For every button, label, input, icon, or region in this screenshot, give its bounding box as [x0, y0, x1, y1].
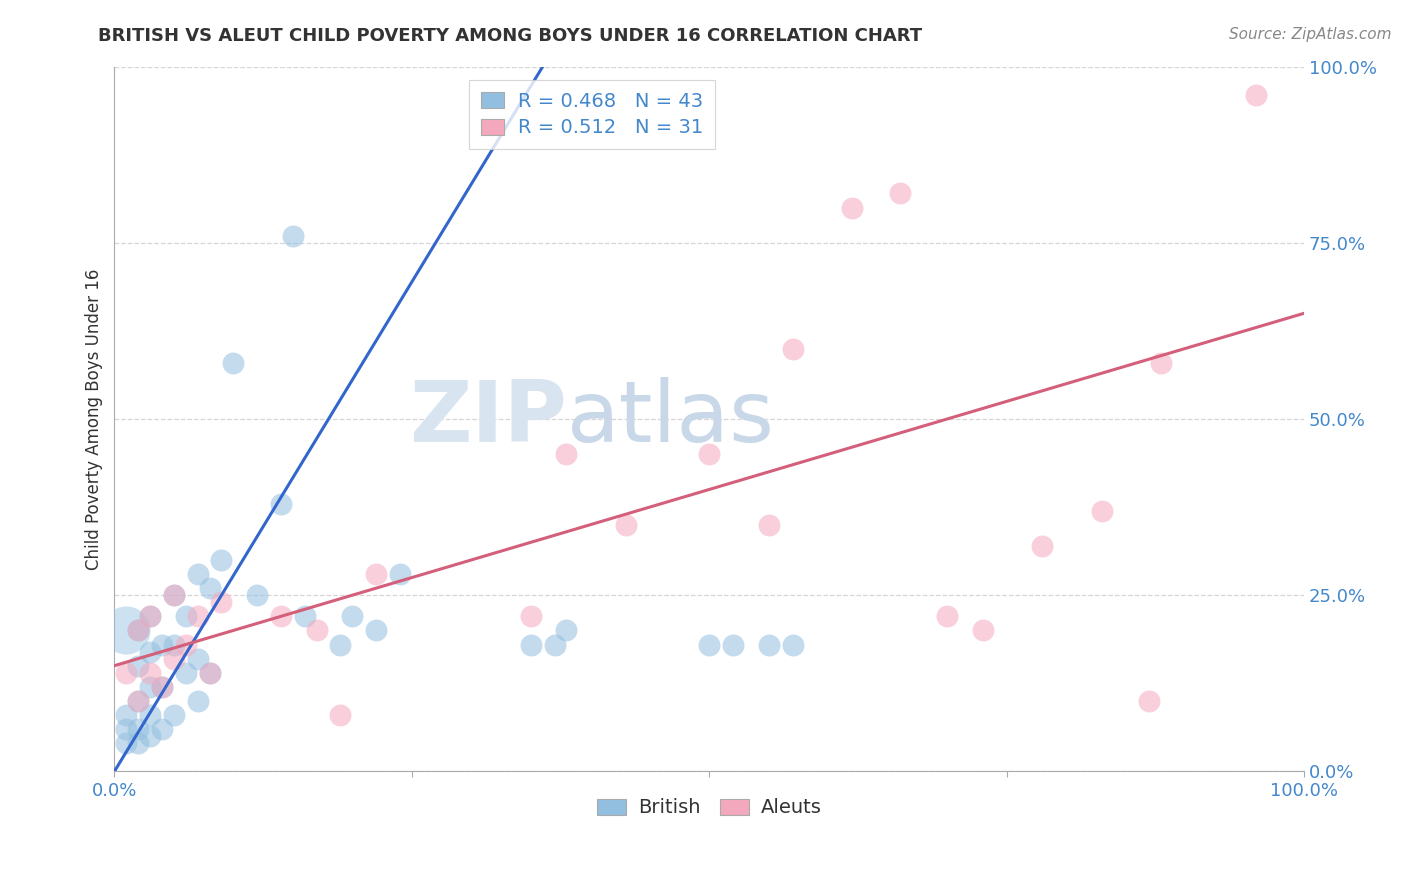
Point: [270, 609, 292, 624]
Text: ZIP: ZIP: [409, 377, 567, 460]
Point: [222, 356, 245, 370]
Text: Source: ZipAtlas.com: Source: ZipAtlas.com: [1229, 27, 1392, 42]
Point: [187, 694, 209, 708]
Point: [281, 228, 304, 243]
Point: [115, 736, 138, 750]
Point: [163, 651, 186, 665]
Point: [782, 342, 804, 356]
Point: [163, 588, 186, 602]
Point: [198, 665, 221, 680]
Point: [139, 729, 162, 743]
Text: BRITISH VS ALEUT CHILD POVERTY AMONG BOYS UNDER 16 CORRELATION CHART: BRITISH VS ALEUT CHILD POVERTY AMONG BOY…: [98, 27, 922, 45]
Point: [342, 609, 364, 624]
Point: [139, 609, 162, 624]
Point: [294, 609, 316, 624]
Point: [1031, 539, 1053, 553]
Point: [329, 638, 352, 652]
Point: [115, 722, 138, 736]
Point: [697, 447, 720, 461]
Point: [163, 588, 186, 602]
Point: [127, 736, 149, 750]
Point: [270, 497, 292, 511]
Point: [127, 624, 149, 638]
Point: [614, 517, 637, 532]
Point: [329, 708, 352, 723]
Point: [721, 638, 744, 652]
Point: [1139, 694, 1161, 708]
Point: [936, 609, 959, 624]
Point: [174, 638, 197, 652]
Point: [150, 638, 173, 652]
Point: [187, 567, 209, 582]
Point: [366, 624, 388, 638]
Point: [758, 638, 780, 652]
Point: [246, 588, 269, 602]
Point: [1150, 356, 1173, 370]
Point: [139, 708, 162, 723]
Point: [127, 722, 149, 736]
Point: [127, 694, 149, 708]
Point: [139, 680, 162, 694]
Point: [174, 609, 197, 624]
Point: [758, 517, 780, 532]
Point: [697, 638, 720, 652]
Point: [555, 447, 578, 461]
Legend: British, Aleuts: British, Aleuts: [589, 790, 830, 825]
Point: [1246, 87, 1268, 102]
Point: [150, 722, 173, 736]
Point: [841, 201, 863, 215]
Point: [139, 665, 162, 680]
Point: [127, 624, 149, 638]
Point: [115, 665, 138, 680]
Point: [187, 651, 209, 665]
Point: [150, 680, 173, 694]
Point: [198, 581, 221, 595]
Point: [150, 680, 173, 694]
Point: [115, 624, 138, 638]
Point: [163, 638, 186, 652]
Point: [1091, 503, 1114, 517]
Point: [187, 609, 209, 624]
Point: [782, 638, 804, 652]
Point: [555, 624, 578, 638]
Point: [388, 567, 411, 582]
Point: [889, 186, 911, 201]
Point: [115, 708, 138, 723]
Point: [366, 567, 388, 582]
Point: [127, 658, 149, 673]
Point: [520, 638, 543, 652]
Point: [305, 624, 328, 638]
Point: [127, 694, 149, 708]
Point: [211, 595, 233, 609]
Point: [139, 644, 162, 658]
Point: [198, 665, 221, 680]
Point: [520, 609, 543, 624]
Point: [543, 638, 565, 652]
Text: atlas: atlas: [567, 377, 775, 460]
Point: [972, 624, 994, 638]
Y-axis label: Child Poverty Among Boys Under 16: Child Poverty Among Boys Under 16: [86, 268, 103, 570]
Point: [174, 665, 197, 680]
Point: [163, 708, 186, 723]
Point: [211, 553, 233, 567]
Point: [139, 609, 162, 624]
